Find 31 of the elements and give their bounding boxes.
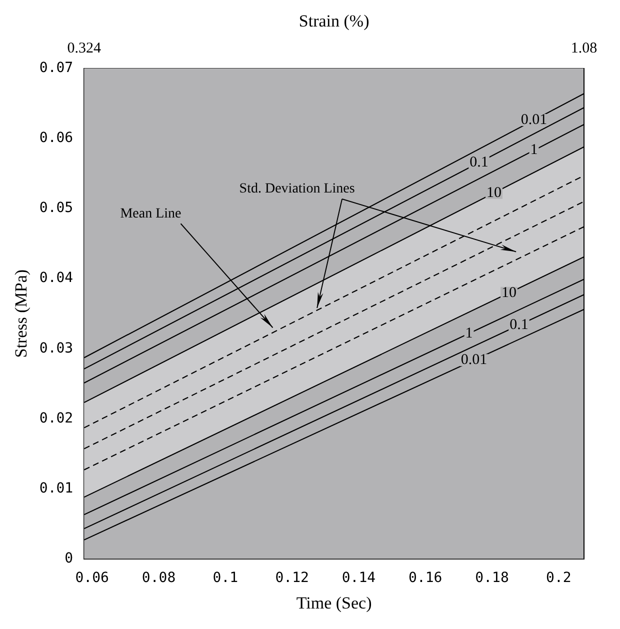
x2-tick-label: 0.324 <box>67 40 102 56</box>
series-label: 0.01 <box>460 352 488 368</box>
series-label: 10 <box>502 284 517 301</box>
x2-tick-label: 1.08 <box>570 40 598 56</box>
x-tick-label: 0.08 <box>142 570 176 586</box>
x-tick-label: 0.2 <box>546 570 572 586</box>
x-tick-label: 0.16 <box>408 570 442 586</box>
annotation: Std. Deviation Lines <box>239 182 355 197</box>
series-label: 1 <box>465 325 473 342</box>
series-label: 0.1 <box>470 154 488 170</box>
series-label: 1 <box>530 142 538 158</box>
y-tick-label: 0.03 <box>39 340 74 356</box>
x2-axis-title: Strain (%) <box>298 12 370 31</box>
x-tick-label: 0.12 <box>275 570 309 586</box>
x-tick-label: 0.18 <box>475 570 509 586</box>
y-axis-title: Stress (MPa) <box>12 269 31 358</box>
x-tick-label: 0.1 <box>212 570 238 586</box>
annotation: Mean Line <box>120 206 182 222</box>
x-axis-title: Time (Sec) <box>296 593 372 612</box>
y-tick-label: 0.04 <box>39 270 74 286</box>
y-tick-label: 0.02 <box>39 410 74 426</box>
y-tick-label: 0.05 <box>39 200 74 216</box>
series-label: 10 <box>486 184 502 201</box>
y-tick-label: 0.07 <box>39 60 74 76</box>
x-tick-label: 0.14 <box>342 570 376 586</box>
y-tick-label: 0 <box>64 550 74 566</box>
series-label: 0.1 <box>510 317 528 334</box>
y-tick-label: 0.06 <box>39 130 74 146</box>
series-label: 0.01 <box>520 112 548 128</box>
y-tick-label: 0.01 <box>39 480 74 496</box>
x-tick-label: 0.06 <box>75 570 109 586</box>
